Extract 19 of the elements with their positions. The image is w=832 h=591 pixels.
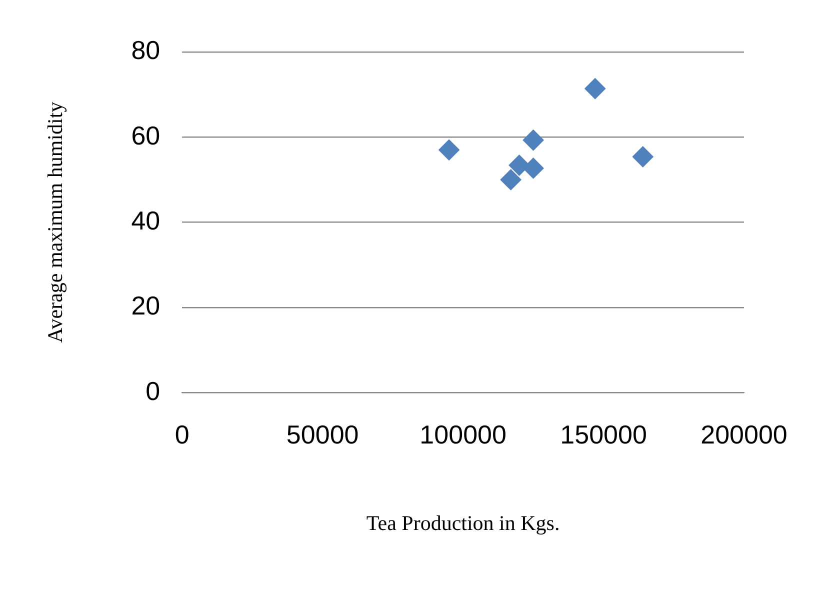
point — [508, 154, 530, 176]
point — [438, 139, 460, 160]
point — [522, 158, 544, 179]
y-tick-label: 80 — [131, 35, 160, 66]
y-axis-title: Average maximum humidity — [43, 101, 68, 343]
point — [500, 169, 522, 190]
y-tick-label: 40 — [131, 205, 160, 236]
point — [632, 146, 654, 168]
x-tick-label: 150000 — [560, 419, 647, 450]
x-tick-label: 0 — [174, 419, 190, 450]
y-tick-label: 60 — [131, 120, 160, 150]
point — [584, 78, 606, 100]
point — [522, 130, 544, 151]
y-tick-label: 20 — [131, 290, 160, 321]
x-tick-label: 200000 — [700, 419, 788, 450]
x-tick-label: 100000 — [420, 419, 506, 450]
x-tick-label: 50000 — [286, 419, 359, 450]
x-axis-title: Tea Production in Kgs. — [366, 510, 560, 535]
y-tick-label: 0 — [146, 376, 160, 406]
